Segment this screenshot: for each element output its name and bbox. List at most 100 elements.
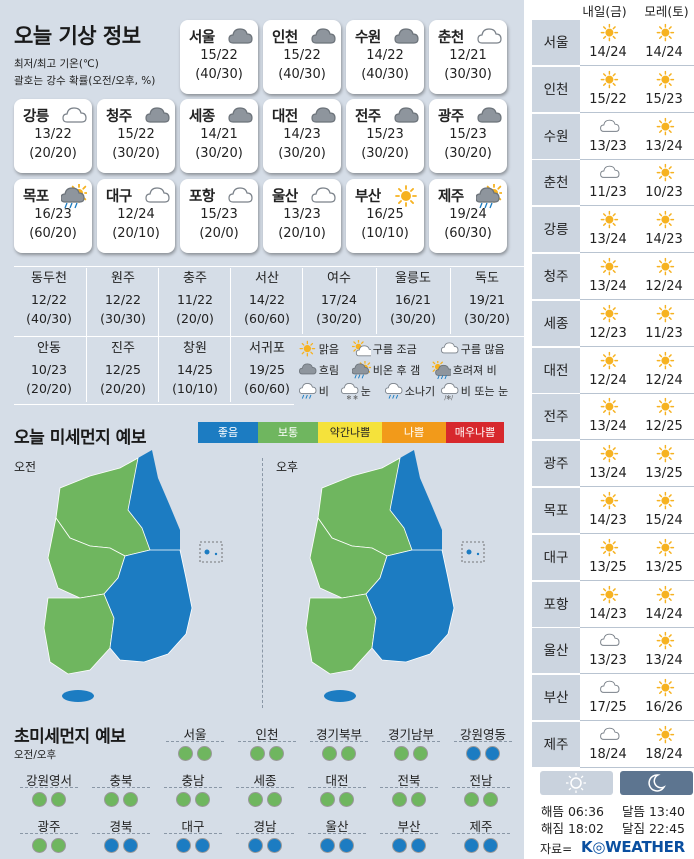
card-city: 청주	[106, 109, 132, 125]
row-separator	[580, 392, 694, 394]
legend-label: 맑음	[318, 343, 339, 357]
cloud-icon	[228, 107, 253, 123]
small-city-rain: (60/60)	[244, 311, 290, 326]
grid-line	[302, 268, 303, 334]
row-separator	[580, 111, 694, 113]
card-city: 서울	[189, 30, 215, 46]
forecast-day2: 13/25	[636, 535, 692, 581]
fine-dust-pm-dot	[339, 838, 354, 853]
card-weather-icon	[144, 104, 170, 126]
card-rain: (20/10)	[112, 226, 160, 241]
forecast-day2-temp: 13/25	[645, 466, 683, 482]
sun-icon	[656, 304, 675, 323]
forecast-day2: 15/24	[636, 488, 692, 534]
forecast-day1-temp: 14/23	[589, 513, 627, 528]
forecast-city: 울산	[532, 628, 580, 675]
fine-dust-region-name: 경기남부	[382, 724, 440, 742]
fine-dust-pm-dot	[413, 746, 428, 761]
forecast-day1: 13/23	[580, 114, 636, 160]
region-gangwon-east	[128, 450, 180, 550]
moonrise: 달뜸 13:40	[622, 804, 685, 819]
card-weather-icon	[393, 104, 419, 126]
cloud-light-icon	[600, 119, 620, 132]
legend-label: 비 또는 눈	[460, 385, 509, 399]
card-rain: (40/30)	[361, 67, 409, 82]
fine-dust-am-dot	[392, 838, 407, 853]
small-city-temp: 11/22	[176, 292, 214, 307]
fine-dust-region: 부산	[374, 816, 444, 854]
region-jeolla	[305, 593, 377, 675]
row-separator	[580, 345, 694, 347]
forecast-day1-temp: 11/23	[589, 185, 627, 201]
forecast-row: 인천 15/22 15/23	[532, 66, 694, 113]
card-temp: 15/22	[283, 48, 321, 63]
legend-label: 구름 조금	[372, 343, 417, 357]
fine-dust-am-dot	[248, 792, 263, 807]
sun-icon	[656, 632, 675, 650]
cloud-icon	[477, 107, 502, 123]
forecast-city: 포항	[532, 581, 580, 628]
fine-dust-region: 광주	[14, 816, 84, 854]
small-city-temp: 17/24	[320, 292, 358, 307]
forecast-row: 대구 13/25 13/25	[532, 534, 694, 581]
row-separator	[580, 65, 694, 66]
forecast-row: 수원 13/23 13/24	[532, 113, 694, 160]
sunset: 해짐 18:02	[541, 821, 604, 836]
forecast-row: 울산 13/23 13/24	[532, 628, 694, 675]
forecast-day2: 14/23	[636, 207, 692, 253]
sun-icon	[600, 398, 619, 416]
fine-dust-region-name: 세종	[236, 770, 294, 788]
fine-dust-am-dot	[104, 792, 119, 807]
fine-dust-region: 전남	[446, 770, 516, 808]
card-temp: 13/23	[283, 207, 321, 222]
fine-dust-region: 충북	[86, 770, 156, 808]
forecast-day1-temp: 14/23	[589, 606, 627, 622]
cloud-icon	[394, 107, 419, 123]
sun-icon	[656, 351, 675, 369]
city-card: 세종 14/21 (30/20)	[180, 99, 258, 173]
sun-icon	[656, 445, 675, 463]
fine-dust-region-name: 경남	[236, 816, 294, 834]
card-weather-icon	[393, 184, 419, 207]
small-city-temp: 19/21	[468, 292, 506, 307]
forecast-day2-temp: 12/25	[645, 419, 683, 435]
fine-dust-region: 대구	[158, 816, 228, 854]
fine-dust-am-dot	[392, 792, 407, 807]
dust-legend-item: 좋음	[198, 422, 258, 443]
forecast-city: 서울	[532, 20, 580, 66]
card-weather-icon	[61, 104, 87, 126]
rain-or-snow-icon: /✻/	[441, 383, 459, 401]
forecast-day1: 13/24	[580, 254, 636, 300]
fine-dust-region: 인천	[232, 724, 302, 762]
row-separator	[580, 673, 694, 675]
legend-item: ✻ ✻ 눈	[340, 382, 371, 401]
cloud-light-icon	[311, 187, 336, 203]
grid-line	[14, 336, 524, 337]
sun-icon	[600, 304, 619, 323]
card-temp: 12/21	[449, 48, 487, 63]
card-rain: (10/10)	[361, 226, 409, 241]
forecast-day1: 14/24	[580, 20, 636, 66]
sunrise: 해뜸 06:36	[541, 804, 604, 819]
fine-dust-region: 경남	[230, 816, 300, 854]
dust-title: 오늘 미세먼지 예보	[14, 428, 146, 448]
forecast-day1-temp: 18/24	[589, 747, 627, 762]
fine-dust-region: 충남	[158, 770, 228, 808]
shower-icon	[385, 383, 403, 399]
forecast-row: 세종 12/23 11/23	[532, 300, 694, 347]
card-city: 인천	[272, 30, 298, 46]
card-weather-icon	[227, 25, 253, 47]
card-temp: 14/23	[283, 127, 321, 142]
svg-text:✻ ✻: ✻ ✻	[346, 394, 358, 400]
moonset: 달짐 22:45	[622, 821, 685, 836]
legend-item: 구름 많음	[440, 340, 505, 359]
fine-dust-region-name: 제주	[452, 816, 510, 834]
forecast-day1: 12/23	[580, 301, 636, 347]
fine-dust-region-name: 경북	[92, 816, 150, 834]
card-city: 포항	[189, 189, 215, 205]
legend-label: 구름 많음	[460, 343, 505, 357]
forecast-row: 춘천 11/23 10/23	[532, 160, 694, 207]
small-city-name: 원주	[111, 271, 135, 286]
fine-dust-region-name: 강원영서	[20, 770, 78, 788]
fine-dust-region-name: 대전	[308, 770, 366, 788]
